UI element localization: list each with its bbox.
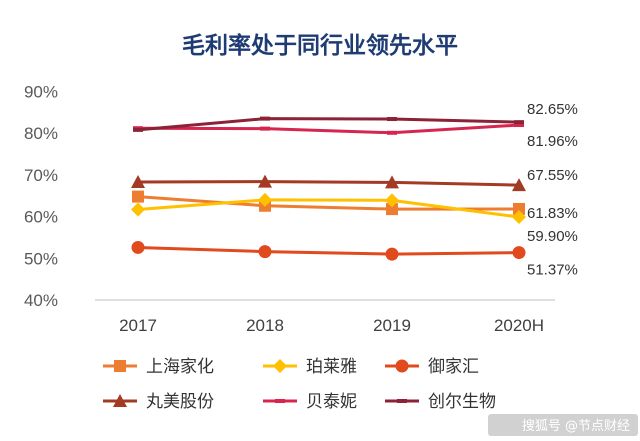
legend-label: 贝泰妮 <box>306 392 357 412</box>
watermark: 搜狐号 @节点财经 <box>488 414 638 436</box>
data-point <box>133 127 143 132</box>
legend-label: 珀莱雅 <box>306 357 357 377</box>
data-point <box>514 120 524 125</box>
data-label: 59.90% <box>527 228 578 245</box>
series-e4b8b8e7be8ee882a1e4bbbd <box>131 174 526 192</box>
data-label: 67.55% <box>527 167 578 184</box>
data-point <box>385 193 399 208</box>
y-tick-label: 50% <box>24 249 58 268</box>
legend-item: 创尔生物 <box>385 392 496 412</box>
series-line <box>137 117 520 132</box>
data-label: 81.96% <box>527 133 578 150</box>
legend-marker <box>273 359 287 373</box>
data-point <box>385 247 399 261</box>
data-point <box>514 123 524 128</box>
y-tick-label: 70% <box>24 166 58 185</box>
legend-marker <box>113 394 127 407</box>
x-tick-label: 2019 <box>373 316 411 335</box>
series-e5889be5b094e7949fe789a9 <box>133 116 524 132</box>
data-point <box>258 192 272 207</box>
data-point <box>512 210 526 225</box>
series-e78f80e88eb1e99b85 <box>131 192 526 225</box>
y-tick-label: 90% <box>24 83 58 102</box>
data-point <box>260 116 270 121</box>
data-point <box>131 240 145 254</box>
legend-item: 丸美股份 <box>103 392 214 412</box>
legend-item: 贝泰妮 <box>263 392 357 412</box>
data-point <box>131 174 145 188</box>
legend-label: 丸美股份 <box>146 392 214 412</box>
series-line <box>137 198 520 219</box>
y-axis-ticks: 40% 50% 60% 70% 80% 90% <box>24 83 58 311</box>
legend-marker <box>397 399 407 403</box>
chart-title: 毛利率处于同行业领先水平 <box>182 32 458 59</box>
y-tick-label: 40% <box>24 291 58 310</box>
x-axis-ticks: 2017 2018 2019 2020H <box>119 316 544 335</box>
data-point <box>512 178 526 192</box>
data-label: 61.83% <box>527 205 578 222</box>
legend-label: 创尔生物 <box>428 392 496 412</box>
data-point <box>387 117 397 122</box>
data-point <box>131 202 145 217</box>
series-line <box>137 195 520 211</box>
x-tick-label: 2018 <box>246 316 284 335</box>
series-e5bea1e5aeb6e6b187 <box>131 240 526 261</box>
data-point <box>260 126 270 131</box>
legend-marker <box>275 399 285 403</box>
y-tick-label: 80% <box>24 124 58 143</box>
data-point <box>512 246 526 260</box>
x-tick-label: 2020H <box>494 316 544 335</box>
x-tick-label: 2017 <box>119 316 157 335</box>
legend-item: 御家汇 <box>385 357 479 377</box>
y-tick-label: 60% <box>24 208 58 227</box>
data-point <box>258 245 272 259</box>
series-line <box>137 123 520 135</box>
data-labels: 82.65% 81.96% 67.55% 61.83% 59.90% 51.37% <box>527 101 578 278</box>
legend-label: 御家汇 <box>428 357 479 377</box>
data-label: 82.65% <box>527 101 578 118</box>
data-point <box>386 203 398 216</box>
legend-item: 珀莱雅 <box>263 357 357 377</box>
data-label: 51.37% <box>527 262 578 279</box>
data-point <box>132 190 144 203</box>
legend-label: 上海家化 <box>146 357 214 377</box>
series-line <box>137 180 520 187</box>
series-line <box>137 245 520 256</box>
data-point <box>513 202 525 215</box>
legend-marker <box>395 359 409 373</box>
series-lines <box>131 116 526 261</box>
data-point <box>385 175 399 189</box>
data-point <box>258 174 272 188</box>
watermark-text: 搜狐号 @节点财经 <box>522 419 630 434</box>
legend-marker <box>114 360 126 372</box>
legend-item: 上海家化 <box>103 357 214 377</box>
watermark-backdrop <box>488 414 638 436</box>
data-point <box>387 130 397 135</box>
